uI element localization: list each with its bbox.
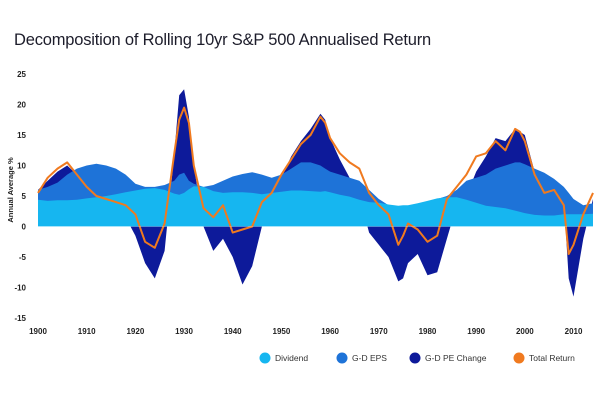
legend-item-dividend: Dividend [259, 352, 308, 364]
series-line-total-return [37, 106, 594, 255]
x-tick-label: 1950 [273, 327, 291, 336]
legend-label: G-D EPS [352, 353, 387, 363]
series-area-dividend [38, 186, 593, 227]
y-tick-label: 5 [22, 192, 27, 201]
y-tick-label: 0 [22, 223, 27, 232]
x-tick-label: 1910 [78, 327, 96, 336]
legend-item-g-d-eps: G-D EPS [336, 352, 387, 364]
legend: Dividend G-D EPS G-D PE Change Total Return [259, 352, 575, 364]
chart-title: Decomposition of Rolling 10yr S&P 500 An… [14, 31, 432, 49]
area-layers [37, 89, 594, 297]
x-tick-label: 1960 [321, 327, 339, 336]
y-tick-label: -5 [19, 253, 27, 262]
x-tick-label: 1980 [419, 327, 437, 336]
legend-item-total-return: Total Return [513, 352, 575, 364]
legend-label: G-D PE Change [425, 353, 487, 363]
legend-label: Dividend [275, 353, 308, 363]
x-tick-label: 1930 [175, 327, 193, 336]
legend-item-g-d-pe-change: G-D PE Change [409, 352, 487, 364]
legend-swatch [513, 352, 525, 364]
x-tick-label: 2010 [565, 327, 583, 336]
x-tick-label: 1990 [467, 327, 485, 336]
y-axis-ticks: 25 20 15 10 5 0 -5 -10 -15 [14, 70, 26, 323]
y-tick-label: -15 [14, 314, 26, 323]
x-tick-label: 1970 [370, 327, 388, 336]
y-tick-label: 15 [17, 131, 26, 140]
y-tick-label: 10 [17, 162, 26, 171]
y-tick-label: 20 [17, 101, 26, 110]
y-tick-label: -10 [14, 284, 26, 293]
y-axis-label: Annual Average % [6, 157, 15, 223]
legend-swatch [336, 352, 348, 364]
legend-label: Total Return [529, 353, 575, 363]
x-tick-label: 1920 [126, 327, 144, 336]
legend-swatch [409, 352, 421, 364]
y-tick-label: 25 [17, 70, 26, 79]
x-axis-ticks: 1900 1910 1920 1930 1940 1950 1960 1970 1980 1990… [29, 327, 583, 336]
x-tick-label: 1900 [29, 327, 47, 336]
x-tick-label: 2000 [516, 327, 534, 336]
x-tick-label: 1940 [224, 327, 242, 336]
legend-swatch [259, 352, 271, 364]
